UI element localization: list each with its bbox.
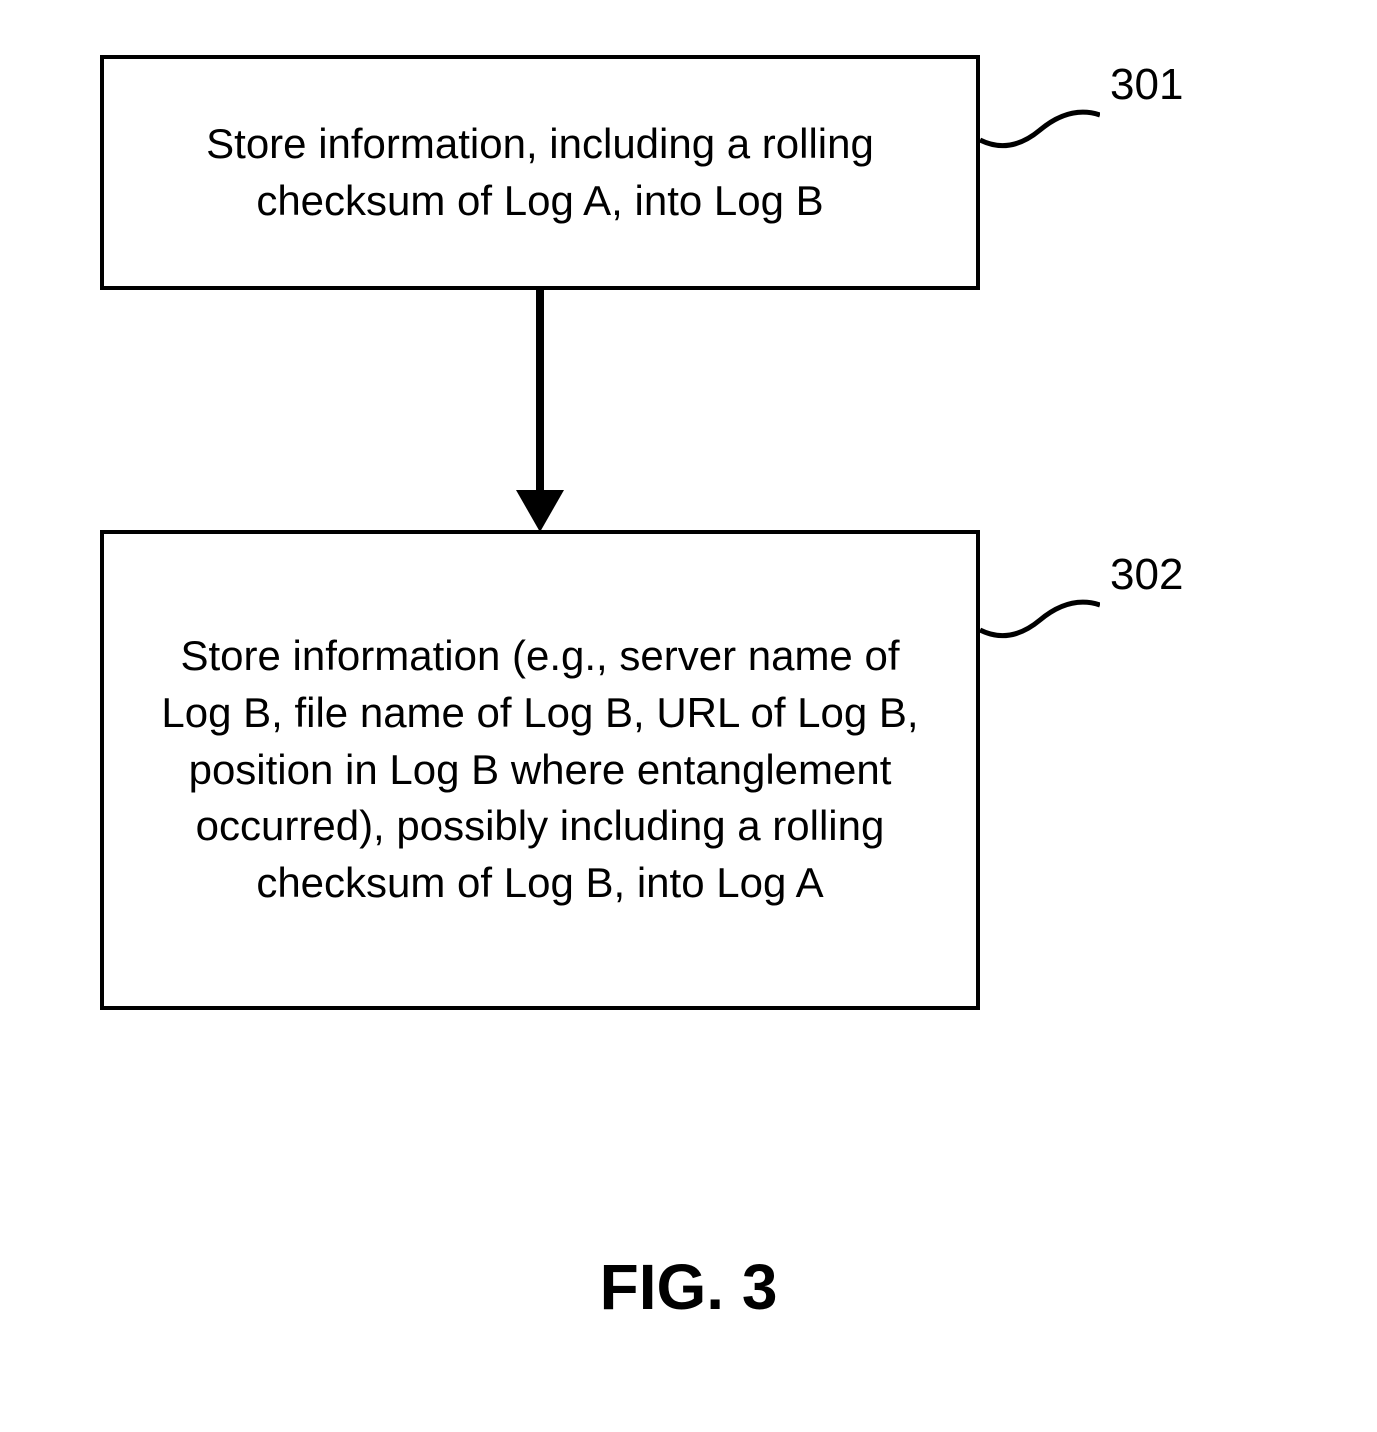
box-2-text: Store information (e.g., server name of … xyxy=(144,628,936,911)
reference-label-302: 302 xyxy=(1110,550,1183,600)
reference-label-301: 301 xyxy=(1110,60,1183,110)
flowchart-box-1: Store information, including a rolling c… xyxy=(100,55,980,290)
connector-curve-1 xyxy=(980,100,1100,160)
figure-caption: FIG. 3 xyxy=(0,1250,1377,1324)
arrow-line xyxy=(536,290,544,500)
flowchart-container: Store information, including a rolling c… xyxy=(0,0,1377,1432)
box-1-text: Store information, including a rolling c… xyxy=(144,116,936,229)
connector-curve-2 xyxy=(980,590,1100,650)
flowchart-box-2: Store information (e.g., server name of … xyxy=(100,530,980,1010)
arrow-head xyxy=(516,490,564,532)
